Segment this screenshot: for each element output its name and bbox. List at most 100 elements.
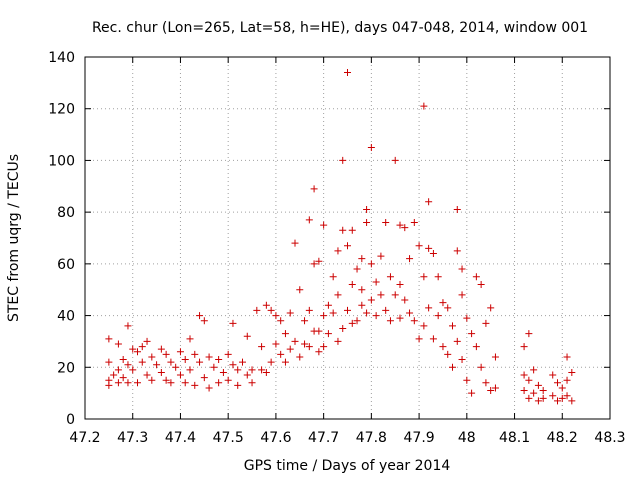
data-point — [458, 356, 466, 364]
data-point — [329, 273, 337, 281]
data-point — [186, 335, 194, 343]
data-point — [286, 309, 294, 317]
data-point — [310, 185, 318, 193]
data-point — [186, 366, 194, 374]
data-point — [119, 374, 127, 382]
data-point — [157, 345, 165, 353]
data-point — [210, 363, 218, 371]
data-point — [348, 319, 356, 327]
data-point — [472, 273, 480, 281]
data-point — [372, 312, 380, 320]
data-point — [344, 69, 351, 77]
data-point — [491, 353, 499, 361]
data-point — [248, 366, 256, 374]
data-point — [224, 350, 232, 358]
data-point — [534, 397, 542, 405]
data-point — [363, 218, 371, 226]
data-point — [453, 337, 461, 345]
data-point — [429, 250, 437, 258]
data-point — [463, 376, 471, 384]
data-point — [339, 226, 347, 234]
data-point — [310, 260, 318, 268]
data-point — [119, 356, 127, 364]
data-point — [105, 335, 113, 343]
y-tick-label: 0 — [66, 412, 75, 428]
data-point — [277, 317, 285, 325]
data-point — [196, 358, 204, 366]
data-point — [396, 221, 404, 229]
data-point — [434, 273, 442, 281]
data-point — [372, 278, 380, 286]
data-point — [425, 304, 433, 312]
data-point — [410, 317, 418, 325]
data-point — [129, 366, 137, 374]
data-point — [520, 343, 528, 351]
data-point — [363, 309, 371, 317]
data-point — [487, 304, 495, 312]
data-point — [482, 379, 490, 387]
data-point — [468, 389, 476, 397]
data-point — [248, 379, 256, 387]
data-point — [554, 397, 561, 405]
data-point — [191, 350, 199, 358]
data-point — [453, 247, 461, 255]
y-tick-label: 120 — [48, 102, 75, 118]
data-point — [153, 361, 161, 369]
data-point — [258, 366, 266, 374]
data-point — [358, 301, 366, 309]
data-point — [124, 322, 132, 330]
data-point — [563, 392, 571, 400]
data-point — [348, 226, 356, 234]
x-tick-label: 48 — [458, 430, 476, 446]
data-point — [363, 206, 371, 214]
data-point — [530, 366, 538, 374]
data-point — [520, 371, 528, 379]
x-tick-label: 47.3 — [117, 430, 148, 446]
data-point — [239, 358, 246, 366]
data-point — [138, 358, 146, 366]
data-point — [315, 327, 323, 335]
data-point — [568, 368, 576, 376]
data-point — [286, 345, 294, 353]
data-point — [391, 156, 399, 164]
data-point — [539, 394, 547, 402]
data-point — [358, 255, 366, 263]
data-point — [176, 371, 184, 379]
data-point — [377, 291, 385, 299]
data-point — [305, 343, 313, 351]
data-point — [272, 312, 280, 320]
data-point — [339, 325, 347, 332]
data-point — [267, 306, 275, 314]
data-point — [396, 281, 404, 289]
data-point — [539, 387, 547, 395]
chart-title: Rec. chur (Lon=265, Lat=58, h=HE), days … — [92, 20, 588, 36]
data-point — [449, 322, 456, 330]
data-point — [320, 312, 328, 320]
data-point — [348, 281, 356, 289]
data-point — [305, 306, 313, 314]
y-tick-label: 40 — [57, 309, 75, 325]
data-point — [358, 286, 366, 294]
x-tick-label: 48.3 — [594, 430, 625, 446]
data-point — [558, 394, 566, 402]
data-point — [181, 356, 189, 364]
data-point — [148, 353, 156, 361]
data-point — [167, 358, 175, 366]
data-point — [406, 255, 414, 263]
data-point — [243, 371, 251, 379]
data-point — [415, 335, 423, 343]
data-point — [377, 252, 385, 260]
data-point — [205, 384, 213, 392]
data-point — [196, 312, 204, 320]
data-point — [296, 286, 304, 294]
axis-ticks: 47.2 47.3 47.4 47.5 47.6 47.7 47.8 47.9 48 48.1 48… — [48, 50, 625, 446]
data-point — [324, 330, 332, 338]
data-point — [334, 247, 342, 255]
data-point — [339, 156, 347, 164]
data-point — [134, 379, 141, 387]
data-point — [487, 387, 495, 395]
data-point — [367, 144, 375, 151]
data-point — [129, 345, 137, 353]
data-point — [167, 379, 175, 387]
